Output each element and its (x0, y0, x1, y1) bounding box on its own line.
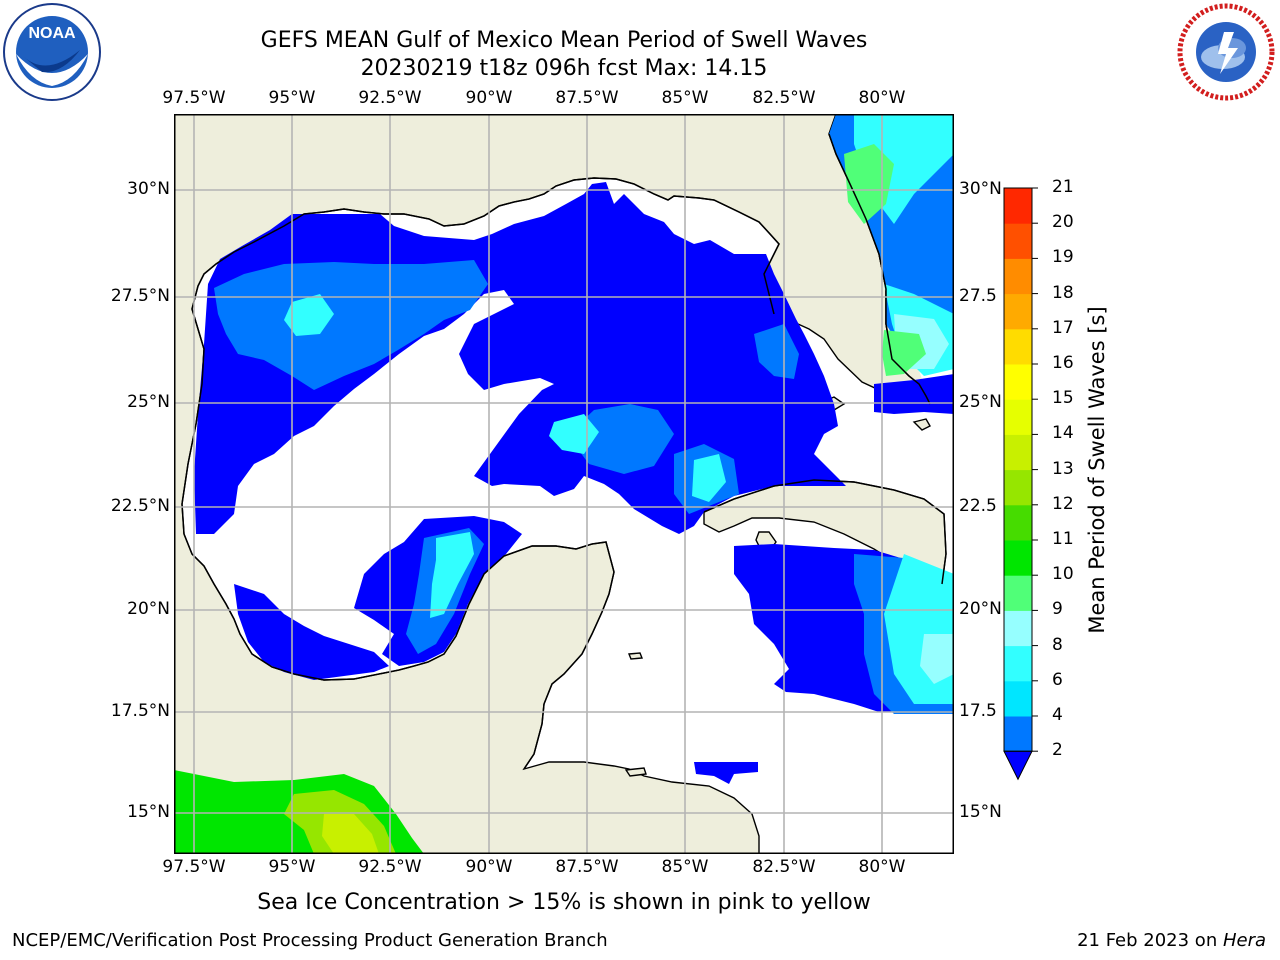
swell-region-4-6s (214, 260, 488, 390)
colorbar-segment (1004, 610, 1032, 647)
colorbar-label: 4 (1052, 705, 1063, 725)
cayman-island (628, 652, 643, 660)
noaa-logo-text: NOAA (28, 25, 76, 42)
colorbar-label: 19 (1052, 247, 1074, 268)
colorbar-label: 2 (1052, 740, 1063, 761)
lon-label-bottom: 92.5°W (358, 857, 422, 877)
colorbar-segment (1004, 399, 1032, 435)
lon-label-bottom: 80°W (858, 857, 906, 877)
swell-region-13-14s (322, 814, 379, 854)
lon-label-top: 97.5°W (162, 88, 226, 108)
swell-region-9-10s (882, 330, 926, 376)
colorbar-segment (1004, 434, 1032, 471)
colorbar-segment (1004, 469, 1032, 506)
lon-label-top: 92.5°W (358, 88, 422, 108)
lat-label-left: 22.5°N (110, 496, 170, 516)
swell-region-6-8s (284, 294, 334, 336)
lon-label-top: 85°W (661, 88, 709, 108)
noaa-logo: NOAA (2, 2, 102, 102)
bahamas-island (912, 418, 931, 431)
swell-region-8-9s (920, 634, 954, 684)
lon-label-top: 80°W (858, 88, 906, 108)
colorbar-extend-triangle (1003, 750, 1033, 781)
colorbar-label: 9 (1052, 599, 1063, 620)
lat-label-left: 30°N (127, 179, 170, 199)
colorbar-label: 21 (1052, 177, 1074, 197)
swell-region-6-8s (692, 454, 726, 502)
graticule (174, 114, 954, 854)
lat-label-right: 27.5 (959, 286, 997, 306)
colorbar-segment (1004, 188, 1032, 224)
map-frame (174, 114, 954, 854)
lat-label-right: 22.5 (959, 496, 997, 516)
colorbar-segment (1004, 716, 1032, 752)
colorbar-label: 15 (1052, 388, 1074, 409)
colorbar-label: 6 (1052, 669, 1063, 690)
lon-label-top: 95°W (268, 88, 316, 108)
colorbar-segment (1004, 293, 1032, 330)
colorbar (1003, 187, 1038, 781)
footer-host: Hera (1222, 930, 1266, 951)
colorbar-segment (1004, 223, 1032, 259)
map-title: GEFS MEAN Gulf of Mexico Mean Period of … (260, 28, 868, 53)
colorbar-segment (1004, 540, 1032, 576)
colorbar-segment (1004, 258, 1032, 295)
coastlines (181, 133, 947, 770)
footer-date-text: 21 Feb 2023 on (1077, 930, 1223, 951)
map-subtitle: 20230219 t18z 096h fcst Max: 14.15 (360, 56, 768, 81)
colorbar-title: Mean Period of Swell Waves [s] (1085, 306, 1109, 634)
colorbar-segment (1004, 680, 1032, 717)
colorbar-label: 10 (1052, 564, 1074, 585)
lon-label-bottom: 90°W (465, 857, 513, 877)
colorbar-label: 8 (1052, 634, 1063, 655)
swell-contours (174, 114, 954, 854)
colorbar-segment (1004, 504, 1032, 541)
colorbar-label: 18 (1052, 282, 1074, 303)
lon-label-bottom: 87.5°W (555, 857, 619, 877)
lon-label-top: 90°W (465, 88, 513, 108)
swell-region-4-6s (574, 404, 674, 474)
lat-label-left: 20°N (127, 599, 170, 619)
colorbar-segment (1004, 645, 1032, 682)
colorbar-segment (1004, 328, 1032, 365)
colorbar-label: 12 (1052, 493, 1074, 514)
lat-label-right: 25°N (959, 392, 1002, 412)
lon-label-top: 82.5°W (752, 88, 816, 108)
colorbar-label: 20 (1052, 212, 1074, 233)
gulf-of-mexico-map (174, 114, 954, 854)
lat-label-left: 25°N (127, 392, 170, 412)
colorbar-label: 17 (1052, 317, 1074, 338)
colorbar-segment (1004, 575, 1032, 611)
lon-label-top: 87.5°W (555, 88, 619, 108)
lat-label-right: 20°N (959, 599, 1002, 619)
footer-date: 21 Feb 2023 on Hera (1077, 930, 1266, 951)
sea-ice-note: Sea Ice Concentration > 15% is shown in … (257, 890, 871, 915)
national-weather-service-logo (1176, 2, 1276, 102)
swell-region-6-8s (430, 532, 474, 618)
footer-branch: NCEP/EMC/Verification Post Processing Pr… (12, 930, 608, 951)
lat-label-left: 15°N (127, 802, 170, 822)
central-america-bay-island (624, 767, 647, 777)
lat-label-left: 27.5°N (110, 286, 170, 306)
coastline-us-gulf (181, 177, 780, 770)
lat-label-right: 15°N (959, 802, 1002, 822)
colorbar-label: 13 (1052, 458, 1074, 479)
lon-label-bottom: 95°W (268, 857, 316, 877)
coastline-us-mexico (828, 133, 931, 405)
swell-region-2-4s (694, 762, 758, 784)
swell-region-2-4s (874, 374, 954, 414)
colorbar-segment (1004, 364, 1032, 400)
coastline-cuba (703, 479, 947, 585)
colorbar-label: 16 (1052, 353, 1074, 373)
colorbar-label: 11 (1052, 529, 1074, 549)
colorbar-label: 14 (1052, 423, 1074, 444)
lat-label-right: 17.5 (959, 701, 997, 721)
lon-label-bottom: 82.5°W (752, 857, 816, 877)
lon-label-bottom: 97.5°W (162, 857, 226, 877)
swell-region-4-6s (754, 324, 799, 379)
lat-label-right: 30°N (959, 179, 1002, 199)
lat-label-left: 17.5°N (110, 701, 170, 721)
lon-label-bottom: 85°W (661, 857, 709, 877)
swell-region-2-4s (234, 584, 389, 680)
